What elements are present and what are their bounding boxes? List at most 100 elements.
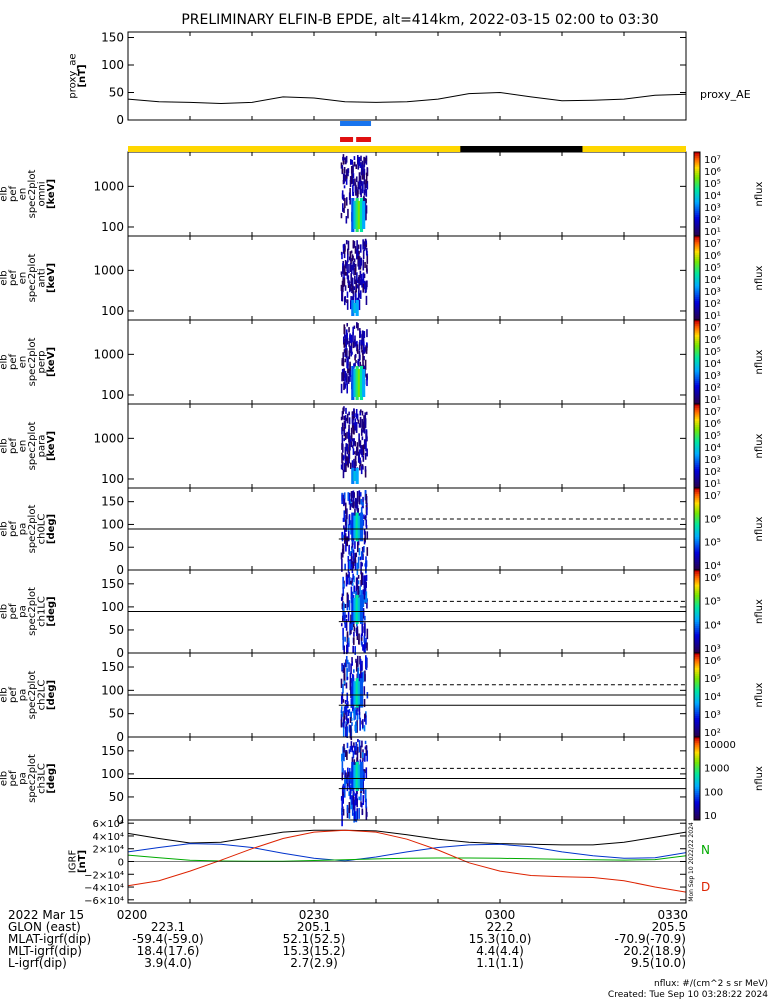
colorbar-tick-label: 10 <box>704 811 717 822</box>
heatmap-cell <box>343 645 345 655</box>
colorbar-segment <box>694 674 700 677</box>
heatmap-cell <box>347 248 349 255</box>
heatmap-cell <box>346 323 349 327</box>
colorbar-segment <box>694 755 700 759</box>
heatmap-core-cell <box>351 594 355 624</box>
heatmap-cell <box>358 673 361 684</box>
heatmap-cell <box>350 524 352 535</box>
colorbar-segment <box>694 475 700 478</box>
ytick-label: 0 <box>116 730 124 744</box>
heatmap-cell <box>360 637 363 641</box>
colorbar-segment <box>694 467 700 470</box>
heatmap-cell <box>355 341 357 347</box>
colorbar-segment <box>694 759 700 763</box>
heatmap-cell <box>363 635 366 643</box>
colorbar-segment <box>694 526 700 530</box>
heatmap-cell <box>348 494 351 505</box>
colorbar-segment <box>694 299 700 302</box>
colorbar-segment <box>694 778 700 782</box>
colorbar-segment <box>694 225 700 229</box>
heatmap-cell <box>348 572 350 578</box>
heatmap-cell <box>363 644 366 653</box>
heatmap-cell <box>349 251 352 260</box>
heatmap-cell <box>351 657 353 663</box>
heatmap-cell <box>351 561 354 574</box>
heatmap-cell <box>348 600 351 611</box>
heatmap-cell <box>356 798 358 808</box>
ylabel-line: elb <box>0 186 9 201</box>
heatmap-cell <box>342 352 345 363</box>
heatmap-cell <box>346 778 349 784</box>
heatmap-cell <box>341 252 343 260</box>
table-cell: 22.2 <box>487 920 514 934</box>
heatmap-cell <box>357 190 359 197</box>
heatmap-cell <box>366 167 369 176</box>
colorbar-segment <box>694 619 700 623</box>
heatmap-cell <box>340 271 343 275</box>
heatmap-cell <box>344 611 346 625</box>
colorbar-segment <box>694 663 700 667</box>
heatmap-cell <box>345 443 348 451</box>
heatmap-core-cell <box>353 471 357 481</box>
heatmap-cell <box>366 373 368 378</box>
colorbar-segment <box>694 807 700 811</box>
heatmap-cell <box>366 181 369 190</box>
heatmap-cell <box>356 622 358 627</box>
heatmap-cell <box>353 492 355 498</box>
colorbar-segment <box>694 770 700 773</box>
heatmap-cell <box>345 173 348 185</box>
heatmap-cell <box>357 580 360 585</box>
heatmap-cell <box>344 699 347 704</box>
heatmap-cell <box>360 273 363 284</box>
heatmap-cell <box>349 577 351 582</box>
colorbar-tick-label: 10⁵ <box>704 538 721 549</box>
heatmap-cell <box>342 517 345 522</box>
heatmap-cell <box>343 438 345 442</box>
colorbar-segment <box>694 288 700 292</box>
heatmap-cell <box>350 334 353 344</box>
heatmap-cell <box>343 710 345 724</box>
colorbar-tick-label: 10⁵ <box>704 431 721 442</box>
colorbar-segment <box>694 458 700 462</box>
heatmap-cell <box>342 336 345 345</box>
ylabel-line: ch1LC <box>36 596 47 627</box>
heatmap-cell <box>365 519 368 527</box>
heatmap-cell <box>362 795 365 805</box>
ylabel-line: [deg] <box>46 680 57 710</box>
colorbar-tick-label: 10³ <box>704 710 721 721</box>
colorbar-tick-label: 10¹ <box>704 227 721 238</box>
colorbar-segment <box>694 626 700 629</box>
heatmap-cell <box>342 795 345 804</box>
colorbar-segment <box>694 594 700 598</box>
heatmap-cell <box>351 296 354 303</box>
heatmap-cell <box>362 331 365 343</box>
panels: proxy_ae[nT]proxy_AE150100500elbpefenspe… <box>0 31 751 907</box>
ylabel-line: elb <box>0 771 9 786</box>
heatmap-core-cell <box>359 678 364 708</box>
heatmap-cell <box>350 630 352 635</box>
heatmap-cell <box>344 432 347 441</box>
heatmap-cell <box>355 164 358 170</box>
ylabel-line: elb <box>0 270 9 285</box>
heatmap-cell <box>356 498 358 511</box>
heatmap-cell <box>351 802 354 811</box>
heatmap-cell <box>363 355 365 361</box>
heatmap-cell <box>356 808 359 820</box>
heatmap-cell <box>352 448 355 455</box>
heatmap-cell <box>362 600 365 607</box>
panel-frame <box>127 319 687 405</box>
heatmap-cell <box>366 750 369 762</box>
heatmap-cell <box>352 425 355 434</box>
heatmap-cell <box>348 662 350 672</box>
heatmap-cell <box>340 706 343 710</box>
heatmap-cell <box>352 573 354 580</box>
heatmap-cell <box>364 531 366 543</box>
ylabel-line: pef <box>8 186 19 203</box>
colorbar-segment <box>694 351 700 355</box>
ylabel-line: spec2plot <box>27 754 38 803</box>
heatmap-cell <box>341 372 343 382</box>
heatmap-cell <box>340 623 343 627</box>
heatmap-cell <box>343 602 345 613</box>
